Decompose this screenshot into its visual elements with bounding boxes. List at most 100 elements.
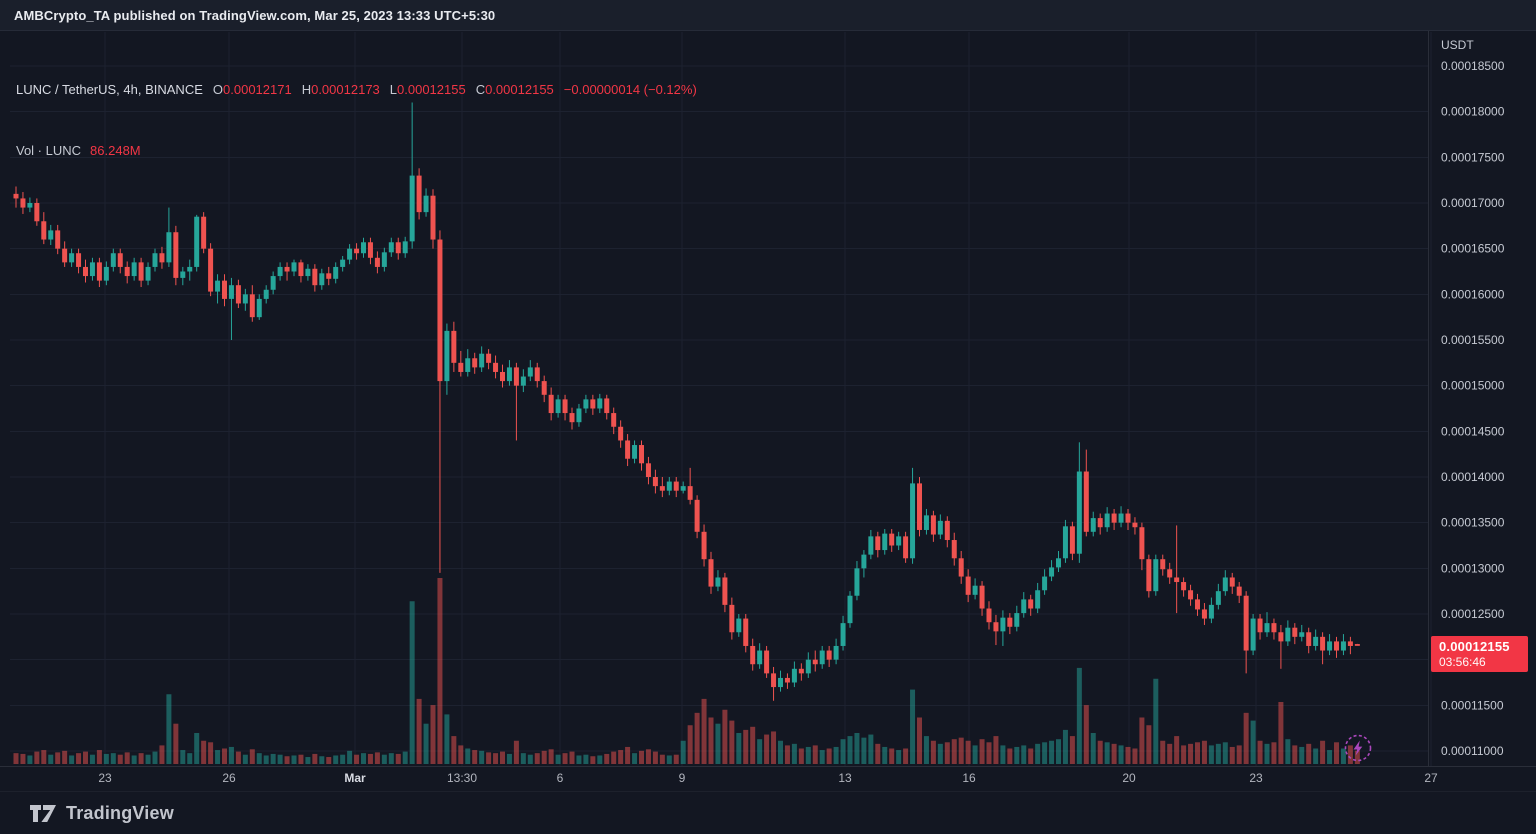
candle [228, 285, 234, 299]
flash-icon[interactable] [1342, 732, 1374, 764]
candle [194, 216, 200, 267]
time-tick-label[interactable]: 9 [679, 771, 686, 785]
volume-bar [923, 736, 929, 764]
candle [819, 650, 825, 665]
volume-bar [277, 754, 283, 764]
volume-bar [965, 740, 971, 764]
volume-bar [493, 753, 499, 764]
volume-bar [778, 740, 783, 764]
volume-bar [430, 705, 436, 764]
candle [632, 445, 638, 459]
price-tick-label[interactable]: 0.00018500 [1441, 59, 1505, 73]
price-tick-label[interactable]: 0.00011500 [1441, 698, 1504, 712]
time-tick-label[interactable]: 26 [222, 771, 236, 785]
price-axis-currency: USDT [1441, 38, 1474, 52]
price-tick-label[interactable]: 0.00013000 [1441, 561, 1505, 575]
symbol-title[interactable]: LUNC / TetherUS, 4h, BINANCE [16, 81, 203, 97]
volume-bar [367, 753, 373, 764]
volume-bar [1243, 712, 1249, 764]
candle [1313, 636, 1319, 646]
candle [958, 558, 964, 577]
volume-bar [103, 753, 109, 764]
candle [242, 294, 248, 304]
price-tick-label[interactable]: 0.00015000 [1441, 379, 1505, 393]
volume-bar [534, 753, 540, 764]
candle [896, 536, 902, 546]
price-tick-label[interactable]: 0.00016500 [1441, 242, 1505, 256]
volume-bar [256, 753, 262, 764]
volume-bar [34, 751, 40, 764]
candle [1222, 577, 1228, 592]
candle [534, 367, 540, 382]
volume-bar [569, 751, 575, 764]
volume-bar [361, 753, 366, 764]
price-tick-label[interactable]: 0.00016000 [1441, 287, 1505, 301]
volume-bar [423, 723, 429, 764]
candle [1250, 618, 1256, 651]
time-tick-label[interactable]: 23 [1249, 771, 1263, 785]
tradingview-logo-icon[interactable] [30, 804, 57, 822]
volume-bar [173, 723, 179, 764]
time-tick-label[interactable]: 6 [557, 771, 564, 785]
time-tick-label[interactable]: 23 [98, 771, 112, 785]
time-tick-label[interactable]: 27 [1424, 771, 1438, 785]
volume-bar [333, 755, 339, 764]
time-tick-label[interactable]: Mar [344, 771, 366, 785]
volume-bar [117, 754, 123, 764]
price-tick-label[interactable]: 0.00015500 [1441, 333, 1505, 347]
volume-bar [812, 745, 818, 764]
candle [764, 650, 770, 674]
candle [173, 232, 179, 278]
price-tick-label[interactable]: 0.00018000 [1441, 105, 1505, 119]
price-tick-label[interactable]: 0.00011000 [1441, 744, 1504, 758]
price-tick-label[interactable]: 0.00017000 [1441, 196, 1505, 210]
candle [951, 540, 957, 559]
volume-bar [1264, 743, 1270, 764]
candle [388, 242, 394, 253]
ohlc-value-L: 0.00012155 [397, 81, 466, 97]
candle [1028, 599, 1034, 609]
candle [1257, 618, 1263, 633]
candle [201, 216, 207, 249]
price-tick-label[interactable]: 0.00014000 [1441, 470, 1505, 484]
candle [993, 622, 999, 632]
candle [562, 399, 568, 414]
volume-bar [604, 753, 610, 764]
volume-bar [444, 714, 450, 764]
candle [1271, 623, 1277, 633]
ohlc-key-H: H [301, 81, 312, 97]
price-tick-label[interactable]: 0.00012500 [1441, 607, 1505, 621]
candle [604, 398, 610, 414]
time-tick-label[interactable]: 20 [1122, 771, 1136, 785]
volume-bar [1132, 748, 1138, 764]
price-tick-label[interactable]: 0.00014500 [1441, 424, 1505, 438]
volume-bar [1014, 746, 1020, 764]
time-tick-label[interactable]: 13 [838, 771, 852, 785]
price-tick-label[interactable]: 0.00017500 [1441, 150, 1505, 164]
volume-bar [222, 748, 227, 764]
volume-bar [875, 743, 881, 764]
volume-bar [1021, 745, 1027, 764]
volume-bar [861, 737, 867, 764]
volume-bar [819, 750, 825, 764]
candle [367, 242, 373, 258]
volume-bar [242, 754, 248, 764]
candle [798, 668, 804, 674]
volume-bar [1236, 745, 1242, 764]
tradingview-logo-text[interactable]: TradingView [66, 802, 174, 823]
volume-bar [743, 729, 749, 764]
volume-bar [89, 754, 95, 764]
candle [208, 248, 214, 292]
volume-bar [1299, 746, 1305, 764]
candle [1201, 609, 1207, 619]
time-tick-label[interactable]: 13:30 [447, 771, 477, 785]
price-tick-label[interactable]: 0.00013500 [1441, 516, 1505, 530]
volume-bar [840, 739, 846, 764]
candle [159, 253, 165, 263]
attribution-text: AMBCrypto_TA published on TradingView.co… [14, 7, 496, 23]
candle [1340, 641, 1346, 651]
time-tick-label[interactable]: 16 [962, 771, 976, 785]
volume-bar [395, 753, 401, 764]
candle [666, 481, 672, 491]
